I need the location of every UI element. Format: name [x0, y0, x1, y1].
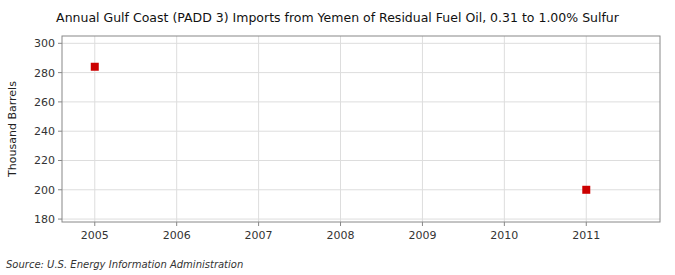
grid-line-y	[62, 101, 660, 102]
chart-svg: 180 200 220 240 260 280 300 2005 2006 2007 2008 200…	[0, 0, 675, 275]
y-axis-label: Thousand Barrels	[6, 81, 19, 178]
tick-x	[504, 222, 505, 226]
tick-x	[586, 222, 587, 226]
source-note: Source: U.S. Energy Information Administ…	[6, 259, 243, 270]
tick-y	[58, 219, 62, 220]
plot-frame	[62, 36, 660, 222]
tick-label-x: 2011	[572, 229, 600, 242]
tick-x	[94, 222, 95, 226]
tick-label-x: 2008	[327, 229, 355, 242]
grid-line-y	[62, 43, 660, 44]
grid-line-y	[62, 131, 660, 132]
tick-label-x: 2010	[490, 229, 518, 242]
point	[91, 63, 99, 71]
grid-line-x	[504, 36, 505, 222]
tick-x	[422, 222, 423, 226]
grid-line-y	[62, 72, 660, 73]
tick-y	[58, 131, 62, 132]
tick-y	[58, 43, 62, 44]
tick-label-y: 300	[34, 37, 55, 50]
tick-label-y: 280	[34, 67, 55, 80]
tick-label-y: 200	[34, 184, 55, 197]
grid-line-x	[340, 36, 341, 222]
tick-y	[58, 160, 62, 161]
axes: 180 200 220 240 260 280 300 2005 2006 2007 2008 200…	[34, 37, 600, 242]
point	[582, 186, 590, 194]
tick-label-y: 260	[34, 96, 55, 109]
grid-line-x	[176, 36, 177, 222]
tick-y	[58, 101, 62, 102]
grid-line-y	[62, 219, 660, 220]
tick-x	[258, 222, 259, 226]
tick-label-x: 2005	[81, 229, 109, 242]
tick-y	[58, 189, 62, 190]
tick-label-y: 240	[34, 125, 55, 138]
chart-container: 180 200 220 240 260 280 300 2005 2006 2007 2008 200…	[0, 0, 675, 275]
tick-label-y: 180	[34, 213, 55, 226]
tick-label-x: 2009	[408, 229, 436, 242]
grid-line-y	[62, 189, 660, 190]
grid	[62, 36, 660, 222]
tick-y	[58, 72, 62, 73]
chart-title: Annual Gulf Coast (PADD 3) Imports from …	[56, 10, 620, 25]
grid-line-x	[258, 36, 259, 222]
points	[91, 63, 591, 194]
tick-x	[176, 222, 177, 226]
grid-line-x	[586, 36, 587, 222]
tick-x	[340, 222, 341, 226]
tick-label-x: 2006	[163, 229, 191, 242]
grid-line-x	[422, 36, 423, 222]
tick-label-x: 2007	[245, 229, 273, 242]
tick-label-y: 220	[34, 154, 55, 167]
grid-line-y	[62, 160, 660, 161]
